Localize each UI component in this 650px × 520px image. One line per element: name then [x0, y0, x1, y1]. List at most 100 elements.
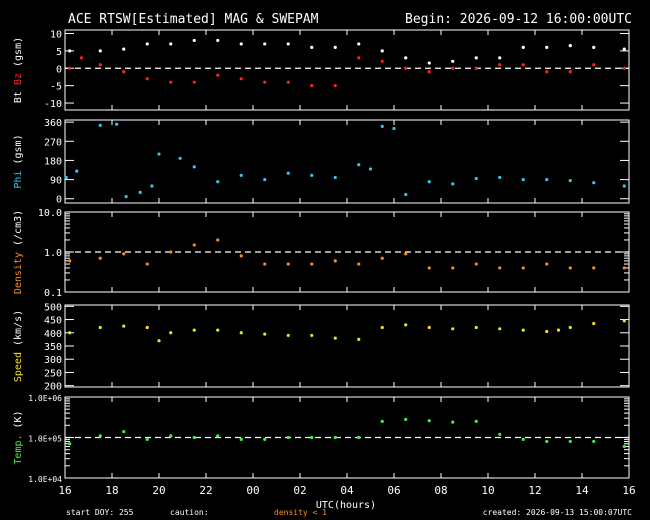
series-temp: [68, 417, 626, 449]
data-point: [98, 434, 102, 438]
data-point: [98, 63, 102, 67]
y-tick-label: 500: [44, 302, 62, 313]
data-point: [216, 238, 220, 242]
data-point: [333, 84, 337, 88]
data-point: [451, 420, 455, 424]
data-point: [310, 435, 314, 440]
data-point: [404, 417, 408, 421]
data-point: [79, 56, 84, 60]
data-point: [286, 262, 290, 266]
chart-title: ACE RTSW[Estimated] MAG & SWEPAM: [68, 12, 319, 27]
data-point: [592, 266, 596, 270]
data-point: [124, 195, 128, 199]
data-point: [521, 63, 525, 67]
data-point: [357, 435, 361, 440]
x-tick-label: 00: [246, 484, 259, 497]
y-tick-label: 1.0: [44, 248, 62, 259]
data-point: [474, 66, 478, 70]
data-point: [474, 419, 478, 423]
data-point: [380, 256, 384, 260]
y-tick-label: 200: [44, 382, 62, 393]
data-point: [115, 122, 119, 126]
data-point: [239, 437, 243, 441]
data-point: [145, 325, 149, 330]
y-tick-label: 300: [44, 355, 62, 366]
begin-time: Begin: 2026-09-12 16:00:00UTC: [405, 12, 632, 27]
data-point: [122, 252, 126, 256]
data-point: [545, 70, 549, 74]
data-point: [545, 45, 549, 49]
data-point: [568, 179, 572, 183]
data-point: [427, 266, 431, 270]
data-point: [568, 70, 572, 74]
x-tick-label: 06: [387, 484, 400, 497]
data-point: [427, 325, 431, 330]
series-bt: [68, 38, 626, 65]
series-density: [68, 238, 626, 270]
x-tick-label: 12: [528, 484, 541, 497]
data-point: [404, 192, 408, 197]
data-point: [498, 327, 502, 331]
y-tick-label: -5: [50, 82, 62, 93]
data-point: [239, 331, 243, 335]
start-doy: start DOY: 255: [66, 508, 134, 517]
x-tick-label: 02: [293, 484, 306, 497]
y-axis-label-part: Bz: [13, 73, 24, 91]
x-tick-label: 16: [622, 484, 635, 497]
data-point: [498, 175, 502, 180]
data-point: [498, 266, 502, 270]
data-point: [545, 329, 549, 334]
y-tick-label: 250: [44, 368, 62, 379]
data-point: [404, 66, 408, 70]
data-point: [474, 56, 478, 60]
data-point: [239, 42, 243, 46]
data-point: [404, 56, 408, 60]
data-point: [68, 331, 72, 335]
y-tick-label: 1.0E+06: [28, 394, 62, 403]
data-point: [451, 182, 455, 186]
x-tick-label: 18: [105, 484, 118, 497]
y-axis-label-part: Temp.: [13, 434, 24, 464]
data-point: [521, 177, 525, 182]
data-point: [592, 45, 596, 49]
data-point: [239, 173, 243, 177]
data-point: [263, 437, 267, 441]
data-point: [622, 184, 626, 188]
data-point: [169, 250, 173, 254]
data-point: [169, 331, 173, 335]
y-axis-label: Speed (km/s): [13, 310, 24, 382]
y-tick-label: 0: [56, 195, 62, 206]
y-tick-label: 5: [56, 47, 62, 58]
data-point: [157, 152, 161, 156]
y-axis-label-part: Bt: [13, 91, 24, 103]
data-point: [68, 66, 72, 70]
data-point: [286, 80, 290, 84]
data-point: [192, 80, 196, 84]
y-axis-label: Temp. (K): [13, 410, 24, 464]
series-speed: [68, 319, 626, 343]
data-point: [310, 173, 314, 177]
data-point: [568, 439, 572, 444]
data-point: [622, 66, 626, 70]
data-point: [592, 181, 596, 185]
created-time: created: 2026-09-13 15:00:07UTC: [483, 508, 632, 517]
y-tick-label: 350: [44, 342, 62, 353]
data-point: [521, 328, 525, 332]
data-point: [263, 80, 267, 84]
data-point: [68, 259, 72, 263]
x-axis: 16 18 20 22 00 02 04 06 08 10 12 14 16: [58, 30, 636, 497]
data-point: [404, 252, 408, 256]
data-point: [451, 59, 455, 63]
data-point: [263, 177, 267, 182]
y-tick-label: 90: [50, 176, 62, 187]
y-axis-label-part: Phi: [13, 171, 24, 189]
y-tick-label: 270: [44, 137, 62, 148]
data-point: [427, 61, 431, 65]
data-point: [333, 175, 337, 180]
density-caution-note: density < 1: [274, 508, 327, 517]
data-point: [474, 325, 478, 330]
data-point: [521, 437, 525, 441]
y-axis-label-part: (gsm): [13, 37, 24, 73]
y-axis-label-part: Speed: [13, 352, 24, 382]
